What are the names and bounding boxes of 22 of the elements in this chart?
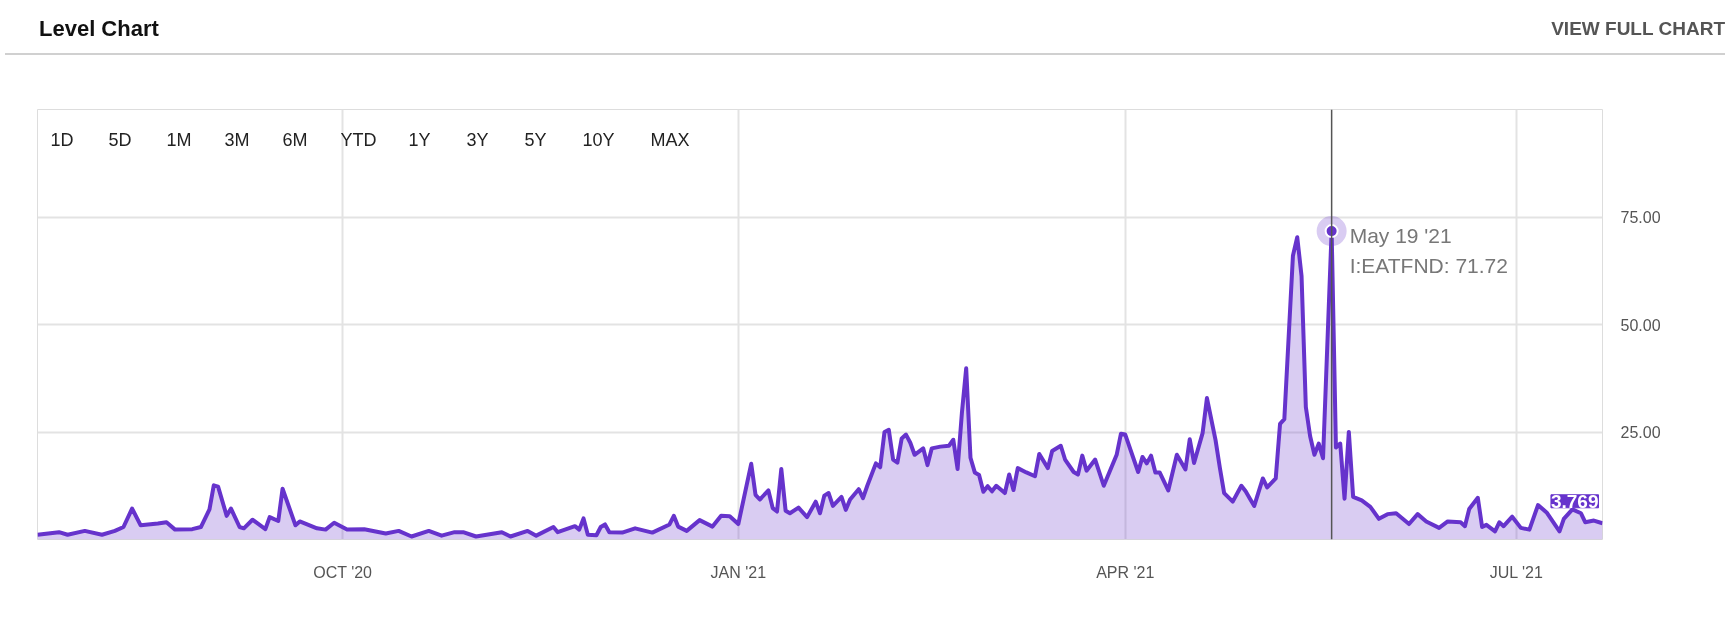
annotation: 1M [166,129,192,150]
annotation: 5D [108,129,132,150]
x-tick-label: JAN '21 [710,563,767,581]
annotation: 3M [224,129,250,150]
y-tick-label: 75.00 [1620,209,1661,226]
chart-title: Level Chart [38,15,159,44]
annotation: 3Y [466,129,489,150]
annotation: YTD [340,129,377,150]
annotation: 1D [50,129,74,150]
annotation: 1Y [408,129,431,150]
y-tick-label: 25.00 [1620,424,1661,441]
annotation: 10Y [582,129,615,150]
y-tick-label: 50.00 [1620,316,1661,334]
annotation: 5Y [524,129,547,150]
x-tick-label: APR '21 [1096,563,1155,581]
annotation: May 19 '21 I:EATFND: 71.72 [1349,223,1508,277]
text: VIEW FULL CHART [1551,17,1725,42]
x-tick-label: OCT '20 [313,563,373,581]
annotation: MAX [650,129,690,150]
annotation: 6M [282,129,308,150]
annotation: 3.769 [1550,490,1599,512]
x-tick-label: JUL '21 [1489,563,1543,581]
